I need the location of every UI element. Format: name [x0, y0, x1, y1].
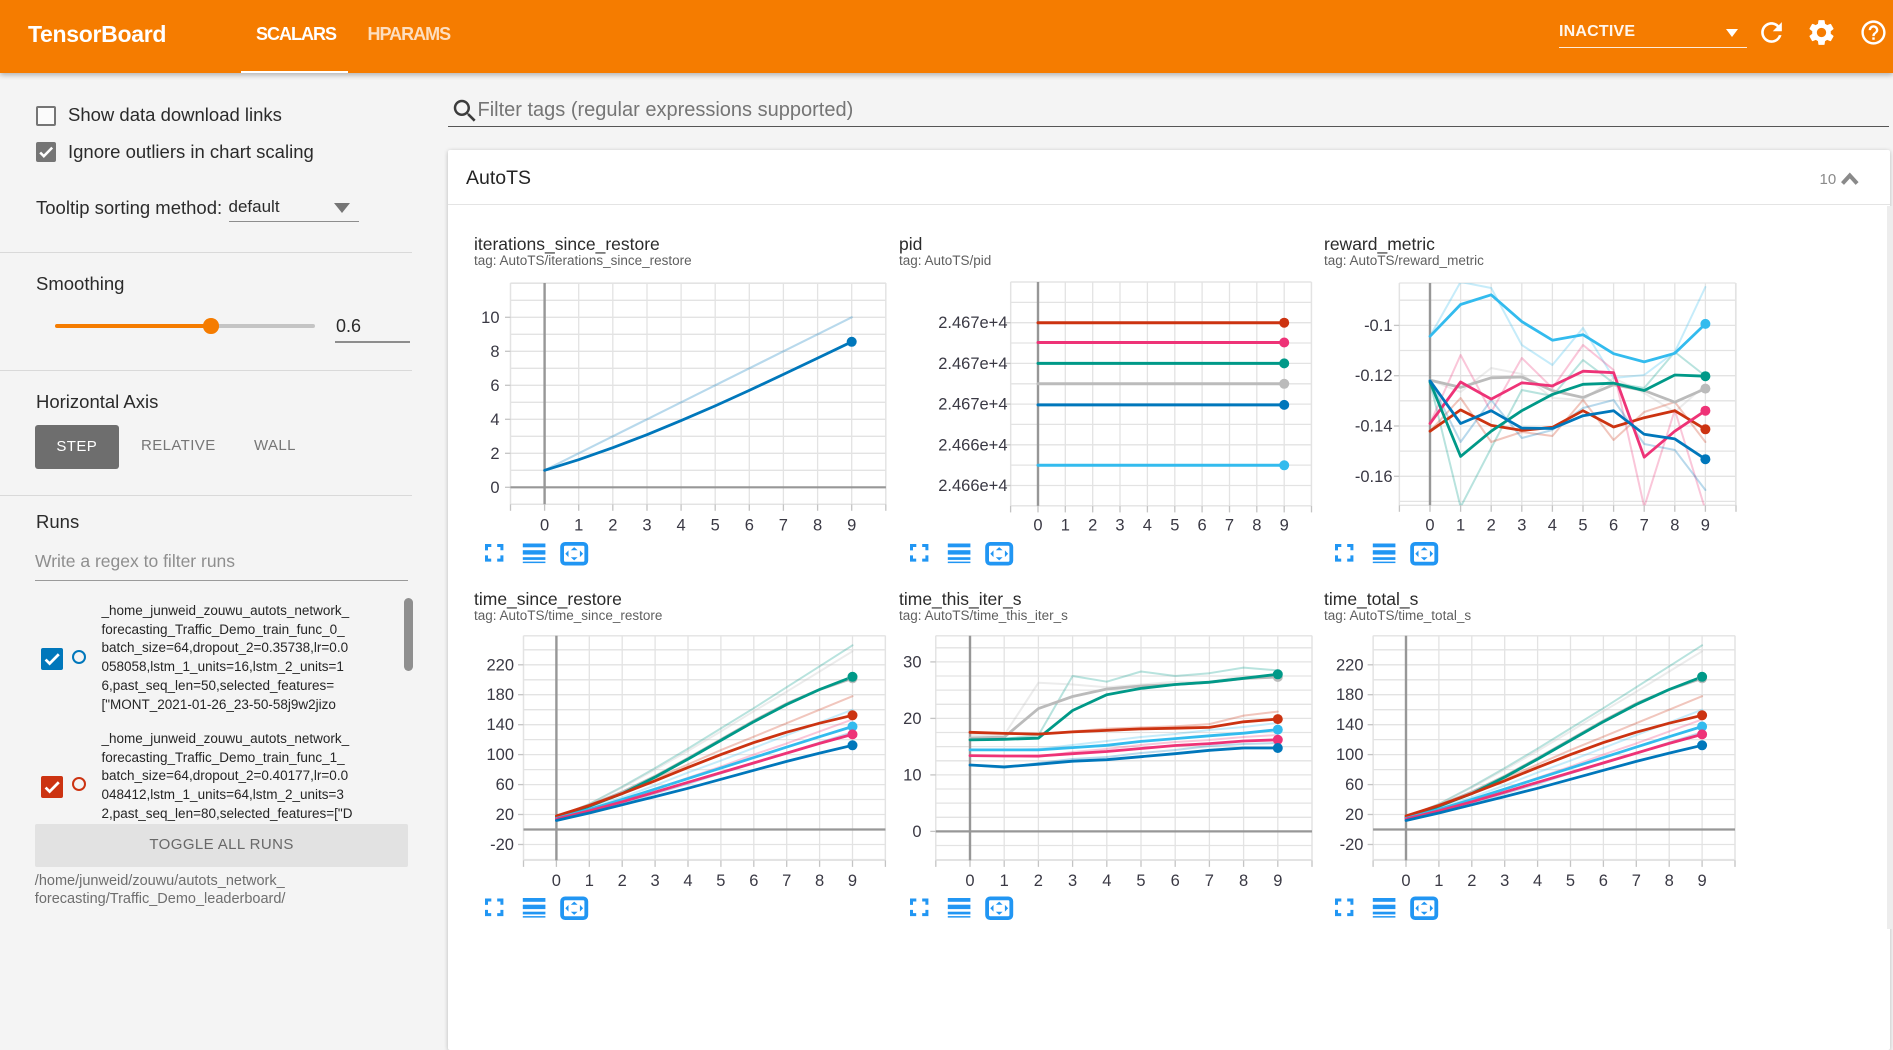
svg-text:2: 2 [1487, 517, 1496, 535]
svg-text:4: 4 [677, 517, 686, 535]
svg-text:6: 6 [1609, 517, 1618, 535]
svg-text:20: 20 [903, 710, 921, 728]
svg-text:20: 20 [1345, 806, 1363, 824]
svg-text:3: 3 [642, 517, 651, 535]
svg-text:-0.12: -0.12 [1355, 367, 1393, 385]
svg-text:2.466e+4: 2.466e+4 [938, 436, 1007, 454]
svg-text:-0.16: -0.16 [1355, 468, 1393, 486]
svg-text:3: 3 [651, 872, 660, 890]
svg-text:2: 2 [1088, 517, 1097, 535]
svg-text:5: 5 [1578, 517, 1587, 535]
svg-text:140: 140 [486, 716, 514, 734]
svg-text:4: 4 [1533, 872, 1542, 890]
svg-text:6: 6 [745, 517, 754, 535]
svg-text:60: 60 [1345, 776, 1363, 794]
svg-text:7: 7 [1205, 872, 1214, 890]
svg-text:0: 0 [1425, 517, 1434, 535]
svg-text:0: 0 [912, 823, 921, 841]
svg-text:30: 30 [903, 653, 921, 671]
svg-text:8: 8 [1239, 872, 1248, 890]
svg-text:3: 3 [1115, 517, 1124, 535]
svg-text:0: 0 [540, 517, 549, 535]
svg-text:4: 4 [683, 872, 692, 890]
svg-text:7: 7 [782, 872, 791, 890]
svg-text:0: 0 [1401, 872, 1410, 890]
svg-text:60: 60 [496, 776, 514, 794]
svg-text:7: 7 [1225, 517, 1234, 535]
svg-text:8: 8 [1670, 517, 1679, 535]
svg-text:8: 8 [815, 872, 824, 890]
svg-text:8: 8 [813, 517, 822, 535]
svg-text:-20: -20 [490, 836, 514, 854]
svg-text:100: 100 [486, 746, 514, 764]
svg-text:4: 4 [1548, 517, 1557, 535]
svg-text:0: 0 [552, 872, 561, 890]
svg-text:2: 2 [608, 517, 617, 535]
svg-text:2.467e+4: 2.467e+4 [938, 396, 1007, 414]
svg-text:5: 5 [716, 872, 725, 890]
svg-text:5: 5 [1136, 872, 1145, 890]
svg-text:9: 9 [1701, 517, 1710, 535]
svg-text:-0.1: -0.1 [1364, 317, 1392, 335]
svg-text:0: 0 [490, 479, 499, 497]
svg-text:2.466e+4: 2.466e+4 [938, 477, 1007, 495]
svg-text:3: 3 [1500, 872, 1509, 890]
svg-text:6: 6 [1171, 872, 1180, 890]
svg-text:2.467e+4: 2.467e+4 [938, 314, 1007, 332]
svg-text:9: 9 [1698, 872, 1707, 890]
svg-text:9: 9 [848, 872, 857, 890]
svg-text:7: 7 [1632, 872, 1641, 890]
svg-text:1: 1 [1456, 517, 1465, 535]
svg-text:6: 6 [490, 377, 499, 395]
svg-text:8: 8 [1665, 872, 1674, 890]
svg-text:180: 180 [486, 686, 514, 704]
svg-text:2: 2 [490, 445, 499, 463]
svg-text:7: 7 [1640, 517, 1649, 535]
svg-text:9: 9 [1280, 517, 1289, 535]
svg-text:10: 10 [903, 766, 921, 784]
svg-text:220: 220 [1336, 656, 1364, 674]
svg-text:4: 4 [1143, 517, 1152, 535]
svg-text:0: 0 [965, 872, 974, 890]
svg-text:3: 3 [1517, 517, 1526, 535]
svg-text:6: 6 [749, 872, 758, 890]
svg-text:9: 9 [1273, 872, 1282, 890]
svg-text:5: 5 [711, 517, 720, 535]
svg-text:220: 220 [486, 656, 514, 674]
svg-text:140: 140 [1336, 716, 1364, 734]
svg-text:6: 6 [1599, 872, 1608, 890]
svg-text:2: 2 [1467, 872, 1476, 890]
svg-text:2.467e+4: 2.467e+4 [938, 355, 1007, 373]
svg-text:5: 5 [1170, 517, 1179, 535]
svg-text:1: 1 [585, 872, 594, 890]
svg-text:10: 10 [481, 309, 499, 327]
svg-text:4: 4 [490, 411, 499, 429]
svg-text:1: 1 [574, 517, 583, 535]
svg-text:8: 8 [1252, 517, 1261, 535]
svg-text:6: 6 [1198, 517, 1207, 535]
svg-text:5: 5 [1566, 872, 1575, 890]
svg-text:1: 1 [1061, 517, 1070, 535]
svg-text:100: 100 [1336, 746, 1364, 764]
svg-text:180: 180 [1336, 686, 1364, 704]
svg-text:-0.14: -0.14 [1355, 418, 1393, 436]
svg-text:1: 1 [1434, 872, 1443, 890]
svg-text:4: 4 [1102, 872, 1111, 890]
svg-text:7: 7 [779, 517, 788, 535]
svg-text:8: 8 [490, 343, 499, 361]
svg-text:9: 9 [847, 517, 856, 535]
svg-text:20: 20 [496, 806, 514, 824]
svg-text:2: 2 [1034, 872, 1043, 890]
svg-text:3: 3 [1068, 872, 1077, 890]
svg-text:2: 2 [618, 872, 627, 890]
svg-text:1: 1 [1000, 872, 1009, 890]
svg-text:0: 0 [1033, 517, 1042, 535]
svg-text:-20: -20 [1340, 836, 1364, 854]
